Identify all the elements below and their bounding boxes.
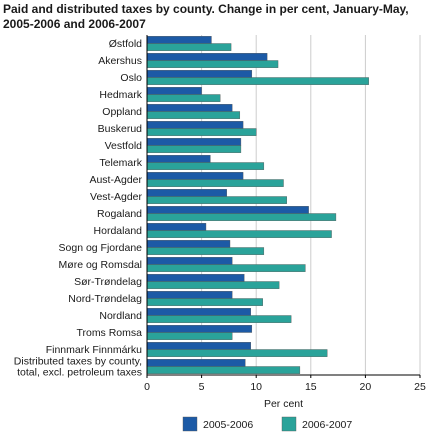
category-label: Møre og Romsdal — [59, 259, 142, 271]
bar-2005-2006 — [146, 189, 227, 197]
bar-2005-2006 — [146, 104, 233, 112]
category-label: Hordaland — [94, 225, 143, 237]
bar-2006-2007 — [146, 94, 221, 102]
legend-swatch — [281, 416, 297, 432]
bar-2006-2007 — [146, 60, 279, 68]
bar-2005-2006 — [146, 359, 246, 367]
chart-title: Paid and distributed taxes by county. Ch… — [3, 2, 409, 31]
bar-2006-2007 — [146, 77, 369, 85]
category-label: Telemark — [99, 157, 142, 169]
bar-2005-2006 — [146, 240, 231, 248]
bar-2005-2006 — [146, 257, 233, 265]
category-label: Akershus — [98, 55, 142, 67]
legend-swatch — [182, 416, 198, 432]
bar-2005-2006 — [146, 87, 202, 95]
bar-2005-2006 — [146, 53, 268, 61]
bar-2006-2007 — [146, 145, 242, 153]
bar-2006-2007 — [146, 213, 337, 221]
bar-2005-2006 — [146, 325, 253, 333]
x-tick-label: 15 — [305, 381, 317, 393]
bar-2006-2007 — [146, 366, 301, 374]
bar-2005-2006 — [146, 155, 211, 163]
bar-2006-2007 — [146, 298, 263, 306]
category-label: Oslo — [120, 72, 142, 84]
bar-2005-2006 — [146, 342, 251, 350]
chart-title-line-1: Paid and distributed taxes by county. Ch… — [3, 2, 409, 16]
bar-2005-2006 — [146, 36, 212, 44]
category-labels: Østfold Akershus Oslo Hedmark Oppland Buskeru… — [14, 38, 143, 379]
bar-2006-2007 — [146, 264, 306, 272]
category-label: Aust-Agder — [89, 174, 142, 186]
category-label: Troms Romsa — [76, 327, 142, 339]
category-label: Østfold — [109, 38, 142, 50]
bar-2006-2007 — [146, 43, 232, 51]
bar-2005-2006 — [146, 291, 233, 299]
category-label: Hedmark — [99, 89, 142, 101]
x-tick-label: 20 — [360, 381, 372, 393]
category-label: Oppland — [102, 106, 142, 118]
legend-label: 2006-2007 — [302, 419, 352, 431]
bar-2006-2007 — [146, 128, 257, 136]
category-label: Finnmark Finnmárku — [46, 344, 142, 356]
category-label: Sogn og Fjordane — [59, 242, 143, 254]
x-tick-label: 25 — [414, 381, 426, 393]
bar-2006-2007 — [146, 230, 332, 238]
bar-2006-2007 — [146, 196, 287, 204]
bar-2006-2007 — [146, 179, 284, 187]
bar-2006-2007 — [146, 247, 265, 255]
category-label: Nordland — [99, 310, 142, 322]
bar-2005-2006 — [146, 138, 242, 146]
bar-2005-2006 — [146, 121, 244, 129]
bar-2005-2006 — [146, 70, 253, 78]
legend: 2005-2006 2006-2007 — [182, 416, 352, 432]
bar-2006-2007 — [146, 332, 233, 340]
x-axis: 0 5 10 15 20 25 — [144, 35, 426, 393]
bar-2005-2006 — [146, 223, 207, 231]
bar-2005-2006 — [146, 172, 244, 180]
bar-2006-2007 — [146, 281, 280, 289]
bars — [146, 36, 369, 374]
bar-2005-2006 — [146, 274, 245, 282]
gridlines — [201, 35, 421, 375]
category-label: Buskerud — [98, 123, 143, 135]
x-axis-label: Per cent — [264, 398, 303, 410]
bar-2006-2007 — [146, 349, 328, 357]
x-tick-label: 5 — [199, 381, 205, 393]
category-label: Nord-Trøndelag — [68, 293, 142, 305]
bar-2006-2007 — [146, 315, 292, 323]
category-label: Vest-Agder — [90, 191, 142, 203]
bar-2005-2006 — [146, 308, 251, 316]
category-label: Distributed taxes by county, — [14, 356, 142, 368]
x-tick-label: 0 — [144, 381, 150, 393]
chart-title-line-2: 2005-2006 and 2006-2007 — [3, 17, 146, 31]
legend-label: 2005-2006 — [203, 419, 253, 431]
category-label: Rogaland — [97, 208, 142, 220]
bar-2005-2006 — [146, 206, 309, 214]
category-label: Sør-Trøndelag — [74, 276, 142, 288]
x-tick-label: 10 — [250, 381, 262, 393]
category-label: total, excl. petroleum taxes — [17, 367, 142, 379]
category-label: Vestfold — [105, 140, 143, 152]
bar-2006-2007 — [146, 111, 241, 119]
bar-2006-2007 — [146, 162, 265, 170]
